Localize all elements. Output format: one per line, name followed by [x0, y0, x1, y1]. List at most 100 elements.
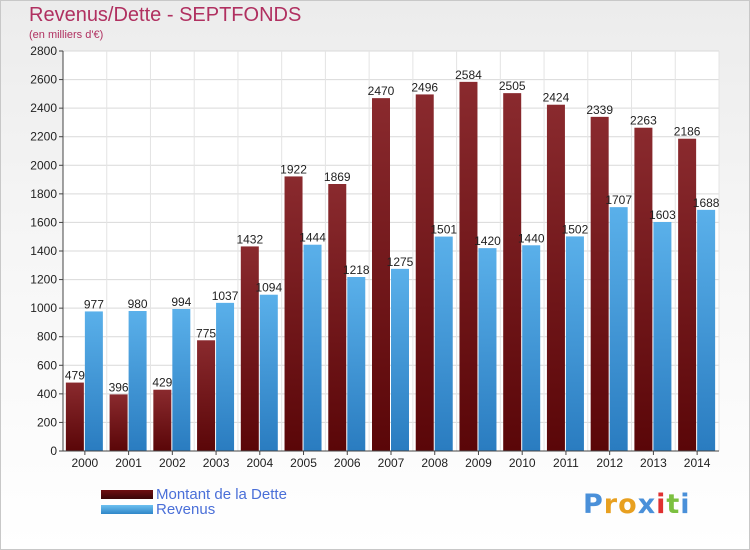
debt-bar — [284, 176, 303, 451]
x-tick-label: 2004 — [246, 456, 273, 470]
proxiti-logo: Proxiti — [583, 489, 691, 520]
debt-value-label: 2584 — [455, 68, 482, 82]
revenue-value-label: 994 — [171, 295, 191, 309]
y-tick-label: 1400 — [30, 244, 57, 258]
debt-value-label: 2496 — [411, 80, 438, 94]
logo-letter: P — [583, 489, 604, 520]
revenue-bar — [653, 222, 672, 451]
x-tick-label: 2008 — [421, 456, 448, 470]
revenue-value-label: 1037 — [212, 289, 239, 303]
x-tick-label: 2001 — [115, 456, 142, 470]
x-tick-label: 2010 — [509, 456, 536, 470]
revenue-value-label: 1688 — [693, 196, 720, 210]
y-tick-label: 2200 — [30, 130, 57, 144]
debt-value-label: 2339 — [586, 103, 613, 117]
x-tick-label: 2013 — [640, 456, 667, 470]
x-tick-label: 2002 — [159, 456, 186, 470]
y-tick-label: 2400 — [30, 101, 57, 115]
debt-value-label: 1869 — [324, 170, 351, 184]
debt-value-label: 2186 — [674, 125, 701, 139]
debt-value-label: 2470 — [368, 84, 395, 98]
revenue-value-label: 1707 — [605, 193, 632, 207]
legend-swatch-debt — [101, 490, 153, 499]
revenue-value-label: 980 — [128, 297, 148, 311]
x-tick-label: 2009 — [465, 456, 492, 470]
debt-value-label: 1432 — [236, 232, 263, 246]
debt-value-label: 2424 — [543, 91, 570, 105]
x-tick-label: 2007 — [378, 456, 405, 470]
debt-value-label: 429 — [152, 376, 172, 390]
legend-item-revenue: Revenus — [101, 501, 287, 518]
revenue-bar — [391, 268, 409, 451]
logo-letter: i — [680, 489, 691, 520]
debt-bar — [678, 138, 697, 451]
y-tick-label: 2800 — [30, 44, 57, 58]
y-tick-label: 1600 — [30, 215, 57, 229]
revenue-bar — [565, 236, 584, 451]
y-tick-label: 1200 — [30, 273, 57, 287]
y-tick-label: 600 — [37, 358, 57, 372]
revenue-bar — [697, 209, 716, 451]
x-tick-label: 2005 — [290, 456, 317, 470]
chart-title: Revenus/Dette - SEPTFONDS — [29, 4, 302, 26]
y-tick-label: 0 — [50, 444, 57, 458]
debt-bar — [503, 93, 522, 452]
debt-value-label: 479 — [65, 369, 85, 383]
revenue-value-label: 1094 — [255, 281, 282, 295]
revenue-bar — [84, 311, 103, 451]
revenue-value-label: 1420 — [474, 234, 501, 248]
debt-bar — [459, 81, 478, 451]
revenue-bar — [172, 309, 191, 451]
legend-item-debt: Montant de la Dette — [101, 486, 287, 503]
debt-value-label: 2263 — [630, 114, 657, 128]
revenue-bar — [478, 248, 497, 451]
revenue-value-label: 1440 — [518, 231, 545, 245]
chart-subtitle: (en milliers d'€) — [29, 29, 104, 41]
y-tick-label: 1000 — [30, 301, 57, 315]
legend-swatch-revenue — [101, 505, 153, 514]
legend-label-debt: Montant de la Dette — [156, 486, 287, 503]
revenue-bar — [609, 207, 628, 451]
y-tick-label: 400 — [37, 387, 57, 401]
debt-bar — [197, 340, 216, 451]
legend-label-revenue: Revenus — [156, 501, 216, 518]
debt-value-label: 2505 — [499, 79, 526, 93]
logo-letter: t — [666, 489, 681, 520]
debt-bar — [109, 394, 128, 451]
revenue-bar — [128, 311, 147, 451]
y-tick-label: 200 — [37, 415, 57, 429]
revenue-bar — [522, 245, 541, 451]
revenue-value-label: 1218 — [343, 263, 370, 277]
revenue-bar — [303, 244, 322, 451]
debt-bar — [634, 127, 653, 451]
debt-bar — [372, 98, 390, 452]
y-tick-label: 1800 — [30, 187, 57, 201]
revenue-value-label: 1444 — [299, 231, 326, 245]
debt-bar — [415, 94, 434, 451]
y-tick-label: 800 — [37, 330, 57, 344]
y-tick-label: 2600 — [30, 73, 57, 87]
revenue-bar — [347, 277, 366, 451]
logo-letter: i — [656, 489, 667, 520]
x-tick-label: 2003 — [203, 456, 230, 470]
debt-bar — [240, 246, 259, 451]
debt-bar — [328, 184, 347, 451]
debt-bar — [65, 382, 84, 451]
debt-bar — [590, 116, 609, 451]
x-tick-label: 2012 — [596, 456, 623, 470]
debt-bar — [546, 104, 565, 451]
debt-value-label: 775 — [196, 326, 216, 340]
logo-letter: r — [603, 489, 619, 520]
y-tick-label: 2000 — [30, 158, 57, 172]
logo-letter: x — [637, 489, 657, 520]
x-tick-label: 2006 — [334, 456, 361, 470]
debt-bar — [153, 389, 172, 451]
revenue-value-label: 977 — [84, 297, 104, 311]
x-tick-label: 2014 — [684, 456, 711, 470]
revenue-value-label: 1502 — [562, 222, 589, 236]
revenue-bar — [216, 302, 235, 451]
revenue-bar — [259, 294, 278, 451]
x-tick-label: 2011 — [553, 456, 579, 470]
